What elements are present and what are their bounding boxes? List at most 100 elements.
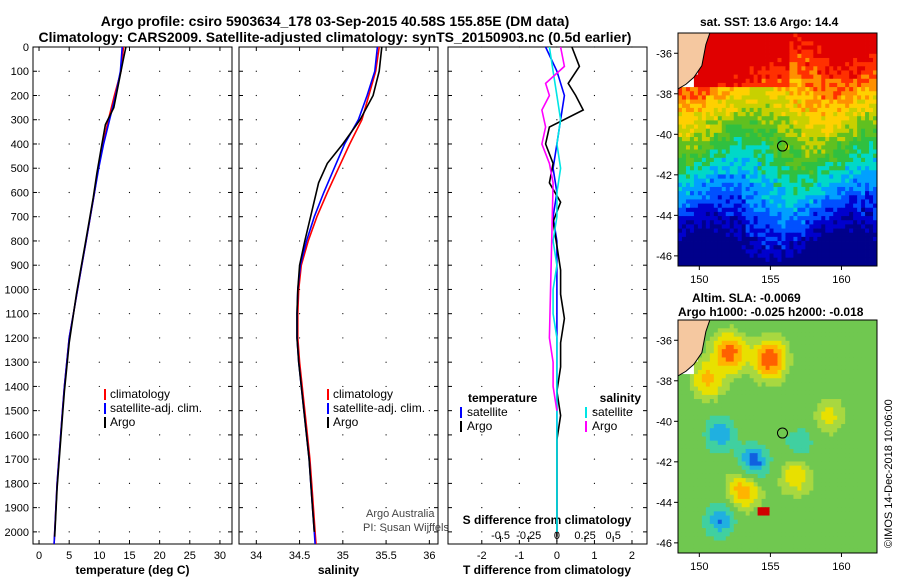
map-cell — [753, 403, 758, 408]
map-cell — [833, 91, 838, 96]
map-cell — [733, 344, 739, 350]
map-cell — [725, 153, 731, 159]
map-cell — [757, 403, 762, 408]
map-cell — [821, 161, 826, 167]
map-cell — [805, 349, 810, 354]
map-cell — [753, 378, 758, 383]
map-cell — [729, 66, 735, 71]
grid-dot — [255, 458, 257, 460]
map-cell — [709, 344, 715, 350]
map-cell — [721, 149, 727, 155]
map-cell — [853, 257, 858, 263]
map-cell — [849, 357, 854, 363]
map-cell — [737, 45, 743, 51]
map-cell — [869, 149, 874, 155]
map-cell — [709, 66, 715, 71]
map-cell — [801, 241, 806, 246]
map-cell — [853, 241, 858, 246]
map-cell — [741, 124, 747, 130]
map-cell — [821, 261, 826, 267]
map-cell — [813, 62, 818, 67]
map-cell — [825, 349, 830, 354]
map-cell — [813, 320, 818, 325]
map-cell — [821, 186, 826, 192]
map-cell — [713, 82, 719, 88]
map-cell — [845, 340, 850, 346]
map-cell — [853, 382, 858, 387]
grid-dot — [98, 361, 100, 363]
map-cell — [833, 378, 838, 383]
map-cell — [861, 253, 866, 259]
map-cell — [801, 336, 806, 342]
map-cell — [789, 394, 794, 400]
map-cell — [845, 161, 850, 167]
map-cell — [717, 128, 723, 134]
map-cell — [869, 394, 874, 400]
map-cell — [737, 344, 743, 350]
map-cell — [761, 95, 766, 100]
map-cell — [701, 457, 707, 462]
map-cell — [805, 166, 810, 171]
map-cell — [805, 361, 810, 367]
map-cell — [733, 95, 739, 100]
map-cell — [789, 191, 794, 196]
map-cell — [697, 82, 703, 88]
map-cell — [833, 353, 838, 358]
map-cell — [737, 186, 743, 192]
map-cell — [789, 224, 794, 229]
map-cell — [733, 49, 739, 55]
map-cell — [681, 415, 687, 421]
map-cell — [753, 361, 758, 367]
map-cell — [709, 170, 715, 175]
map-cell — [789, 199, 794, 204]
map-cell — [853, 57, 858, 63]
map-cell — [717, 249, 723, 254]
grid-dot — [128, 458, 131, 460]
map-cell — [829, 107, 834, 113]
map-cell — [837, 394, 842, 400]
map-cell — [685, 448, 691, 454]
map-cell — [861, 336, 866, 342]
map-cell — [733, 332, 739, 338]
map-cell — [773, 394, 778, 400]
map-cell — [849, 361, 854, 367]
map-cell — [801, 170, 806, 175]
map-cell — [777, 457, 782, 462]
map-cell — [809, 87, 814, 92]
map-cell — [769, 116, 774, 121]
map-cell — [709, 457, 715, 462]
map-cell — [753, 428, 758, 433]
map-cell — [729, 37, 735, 42]
map-cell — [717, 78, 723, 84]
map-cell — [825, 195, 830, 200]
grid-dot — [631, 507, 633, 509]
map-cell — [773, 232, 778, 238]
map-cell — [817, 82, 822, 88]
map-cell — [749, 107, 755, 113]
map-cell — [749, 99, 755, 105]
map-cell — [781, 132, 786, 138]
map-cell — [713, 132, 719, 138]
map-cell — [717, 245, 723, 250]
map-cell — [797, 428, 802, 433]
map-cell — [861, 257, 866, 263]
map-cell — [861, 203, 866, 209]
map-cell — [693, 436, 699, 442]
map-cell — [769, 241, 774, 246]
grid-dot — [189, 410, 191, 412]
map-cell — [789, 249, 794, 254]
map-cell — [785, 112, 790, 117]
map-cell — [789, 436, 794, 442]
map-cell — [729, 378, 735, 383]
map-cell — [873, 249, 878, 254]
map-cell — [837, 141, 842, 146]
map-cell — [797, 232, 802, 238]
map-cell — [709, 232, 715, 238]
map-cell — [789, 357, 794, 363]
map-cell — [773, 390, 778, 396]
map-cell — [837, 428, 842, 433]
map-cell — [765, 124, 770, 130]
map-cell — [757, 112, 762, 117]
map-cell — [753, 45, 758, 51]
